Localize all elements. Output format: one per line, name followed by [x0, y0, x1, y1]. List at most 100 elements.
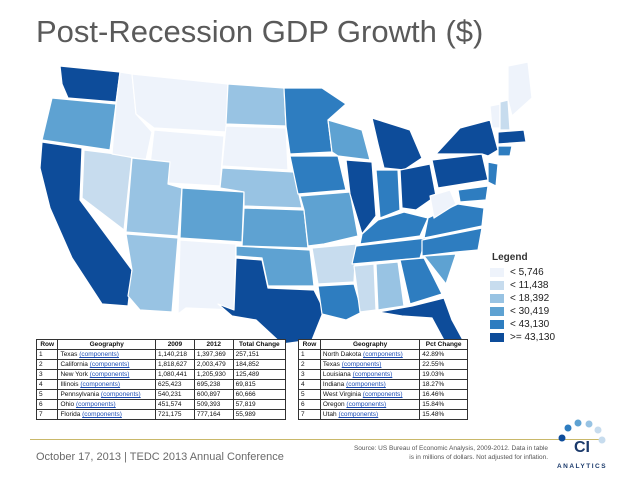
- legend-title: Legend: [492, 252, 528, 263]
- cell-pct-change: 15.48%: [419, 409, 468, 420]
- state-texas: [217, 257, 325, 343]
- table-row: 6 Oregon (components) 15.84%: [298, 399, 468, 410]
- cell-geography: North Dakota (components): [319, 349, 421, 360]
- table-row: 4 Indiana (components) 18.27%: [298, 379, 468, 390]
- table-row: 1 Texas (components) 1,140,218 1,397,369 257…: [35, 349, 287, 360]
- logo-ci-text: CI: [574, 439, 590, 456]
- state-maryland: [457, 185, 489, 203]
- state-missouri: [299, 191, 359, 247]
- state-kansas: [241, 207, 309, 249]
- cell-geography: Pennsylvania (components): [57, 389, 157, 400]
- components-link[interactable]: (components): [100, 391, 141, 398]
- cell-2009: 1,140,218: [155, 349, 195, 360]
- legend-label: >= 43,130: [510, 332, 556, 343]
- source-line-2: is in millions of dollars. Not adjusted …: [409, 454, 548, 461]
- cell-row: 7: [298, 409, 321, 420]
- cell-geography: Florida (components): [57, 409, 157, 420]
- state-name: Ohio: [60, 401, 75, 408]
- components-link[interactable]: (components): [80, 381, 121, 388]
- state-new-hampshire: [499, 99, 511, 131]
- logo-mark-icon: [558, 419, 606, 444]
- state-name: Florida: [60, 411, 81, 418]
- cell-2009: 540,231: [155, 389, 195, 400]
- cell-geography: Utah (components): [319, 409, 421, 420]
- cell-total-change: 184,852: [232, 359, 287, 370]
- components-link[interactable]: (components): [362, 391, 403, 398]
- cell-row: 1: [35, 349, 59, 360]
- components-link[interactable]: (components): [89, 361, 130, 368]
- legend-item: < 30,419: [482, 305, 592, 318]
- components-link[interactable]: (components): [341, 361, 382, 368]
- footer-divider: [30, 439, 604, 440]
- legend-item: < 5,746: [482, 266, 592, 279]
- cell-2012: 1,205,930: [193, 369, 234, 380]
- components-link[interactable]: (components): [346, 401, 387, 408]
- legend-label: < 11,438: [510, 280, 549, 291]
- state-maine: [507, 61, 532, 117]
- legend-label: < 18,392: [510, 293, 550, 304]
- cell-total-change: 257,151: [232, 349, 287, 360]
- state-name: Texas: [322, 361, 340, 368]
- cell-pct-change: 16.46%: [419, 389, 468, 400]
- state-oregon: [41, 97, 117, 151]
- cell-row: 6: [298, 399, 321, 410]
- components-link[interactable]: (components): [82, 411, 122, 418]
- state-west-virginia: [429, 189, 457, 219]
- table-row: 3 Louisiana (components) 19.03%: [298, 369, 468, 380]
- state-vermont: [489, 103, 501, 129]
- cell-row: 5: [35, 389, 59, 400]
- cell-2012: 509,393: [193, 399, 234, 410]
- components-link[interactable]: (components): [75, 401, 116, 408]
- state-washington: [59, 65, 121, 103]
- state-arkansas: [311, 243, 357, 285]
- legend-item: >= 43,130: [482, 331, 592, 344]
- cell-row: 4: [35, 379, 59, 390]
- state-name: Indiana: [322, 381, 345, 388]
- state-mississippi: [353, 263, 377, 313]
- cell-pct-change: 42.89%: [419, 349, 468, 360]
- state-ohio: [399, 163, 437, 211]
- cell-geography: Texas (components): [319, 359, 421, 370]
- components-link[interactable]: (components): [338, 411, 379, 418]
- components-link[interactable]: (components): [79, 351, 119, 358]
- col-header-geography: Geography: [319, 339, 421, 350]
- components-link[interactable]: (components): [363, 351, 403, 358]
- state-new-jersey: [487, 161, 499, 187]
- slide-title: Post-Recession GDP Growth ($): [36, 14, 484, 49]
- cell-pct-change: 15.84%: [419, 399, 468, 410]
- state-name: Oregon: [322, 401, 345, 408]
- cell-row: 5: [298, 389, 321, 400]
- col-header-row: Row: [298, 339, 321, 350]
- components-link[interactable]: (components): [352, 371, 393, 378]
- cell-pct-change: 19.03%: [419, 369, 468, 380]
- components-link[interactable]: (components): [89, 371, 130, 378]
- cell-row: 3: [298, 369, 321, 380]
- us-gdp-map: [39, 61, 532, 343]
- state-new-mexico: [177, 239, 237, 315]
- state-georgia: [399, 257, 443, 305]
- cell-2009: 625,423: [155, 379, 195, 390]
- state-south-carolina: [423, 253, 457, 285]
- legend-item: < 18,392: [482, 292, 592, 305]
- cell-2012: 2,003,479: [193, 359, 234, 370]
- legend-item: < 43,130: [482, 318, 592, 331]
- table-row: 2 California (components) 1,818,627 2,003,4…: [35, 359, 287, 370]
- state-arizona: [125, 233, 179, 313]
- cell-pct-change: 22.55%: [419, 359, 468, 370]
- components-link[interactable]: (components): [346, 381, 386, 388]
- cell-geography: California (components): [57, 359, 157, 370]
- source-note: Source: US Bureau of Economic Analysis, …: [298, 444, 548, 462]
- legend-swatch: [490, 307, 504, 316]
- cell-2012: 1,397,369: [193, 349, 234, 360]
- table-row: 4 Illinois (components) 625,423 695,238 69,8…: [35, 379, 287, 390]
- legend-item: < 11,438: [482, 279, 592, 292]
- state-louisiana: [317, 283, 363, 321]
- state-name: Texas: [60, 351, 78, 358]
- legend-label: < 43,130: [510, 319, 550, 330]
- state-california: [39, 141, 133, 307]
- table-row: 5 Pennsylvania (components) 540,231 600,897…: [35, 389, 287, 400]
- state-indiana: [375, 169, 401, 219]
- cell-2009: 451,574: [155, 399, 195, 410]
- state-iowa: [289, 155, 347, 195]
- map-legend: Legend < 5,746 < 11,438 < 18,392 < 30,41…: [482, 252, 592, 344]
